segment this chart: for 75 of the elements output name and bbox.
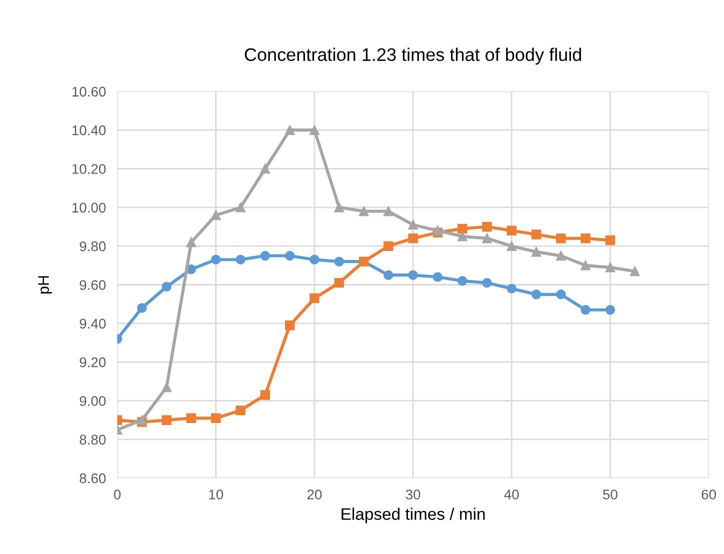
x-tick-label: 30	[406, 490, 420, 500]
point	[186, 237, 196, 248]
y-tick-label: 9.00	[80, 396, 106, 406]
point	[260, 250, 270, 261]
point	[605, 305, 616, 315]
point	[457, 232, 468, 242]
point	[531, 290, 542, 300]
point	[580, 233, 590, 244]
x-tick-label: 40	[504, 490, 519, 500]
point	[482, 222, 492, 232]
point	[432, 272, 443, 282]
point	[284, 250, 295, 261]
point	[236, 202, 246, 212]
point	[457, 276, 468, 286]
point	[260, 390, 270, 400]
y-axis-title: pH	[38, 276, 52, 294]
point	[334, 202, 344, 212]
point	[310, 254, 320, 264]
point	[186, 413, 196, 424]
point	[482, 233, 492, 244]
point	[605, 235, 616, 246]
x-axis-title: Elapsed times / min	[342, 508, 485, 524]
point	[137, 303, 147, 313]
point	[556, 233, 566, 244]
y-tick-label: 10.60	[72, 86, 106, 97]
point	[408, 270, 418, 280]
point	[162, 415, 172, 425]
point	[384, 206, 394, 216]
y-tick-label: 8.80	[80, 434, 106, 445]
point	[482, 278, 492, 288]
point	[211, 210, 221, 220]
y-tick-label: 10.00	[72, 202, 106, 213]
point	[506, 226, 516, 236]
point	[556, 250, 566, 261]
point	[211, 254, 221, 264]
point	[580, 260, 590, 270]
y-tick-label: 9.40	[80, 318, 106, 329]
point	[236, 406, 246, 416]
point	[162, 282, 172, 292]
point	[358, 206, 369, 216]
point	[408, 220, 418, 230]
y-tick-label: 9.20	[80, 357, 106, 368]
point	[630, 266, 640, 276]
x-tick-label: 20	[307, 490, 322, 500]
point	[334, 278, 344, 288]
point	[284, 320, 295, 330]
point	[580, 305, 590, 315]
point	[284, 125, 295, 135]
point	[384, 241, 394, 251]
x-tick-label: 60	[702, 490, 716, 500]
point	[531, 247, 542, 257]
y-tick-label: 10.40	[72, 125, 106, 136]
y-tick-label: 9.80	[80, 241, 106, 252]
point	[236, 254, 246, 264]
point	[506, 241, 516, 251]
point	[310, 293, 320, 304]
point	[605, 262, 616, 272]
point	[506, 284, 516, 294]
point	[162, 382, 172, 392]
point	[556, 290, 566, 300]
x-tick-label: 50	[603, 490, 618, 500]
point	[310, 125, 320, 135]
chart-title: Concentration 1.23 times that of body fluid	[244, 48, 582, 65]
point	[211, 413, 221, 424]
point	[408, 233, 418, 244]
y-tick-label: 9.60	[80, 280, 106, 290]
x-tick-label: 10	[209, 490, 224, 500]
point	[260, 164, 270, 174]
point	[531, 230, 542, 240]
x-tick-label: 0	[114, 490, 121, 500]
y-tick-label: 10.20	[72, 164, 106, 174]
point	[334, 256, 344, 266]
y-tick-label: 8.60	[80, 473, 106, 484]
point	[384, 270, 394, 280]
point	[457, 224, 468, 234]
